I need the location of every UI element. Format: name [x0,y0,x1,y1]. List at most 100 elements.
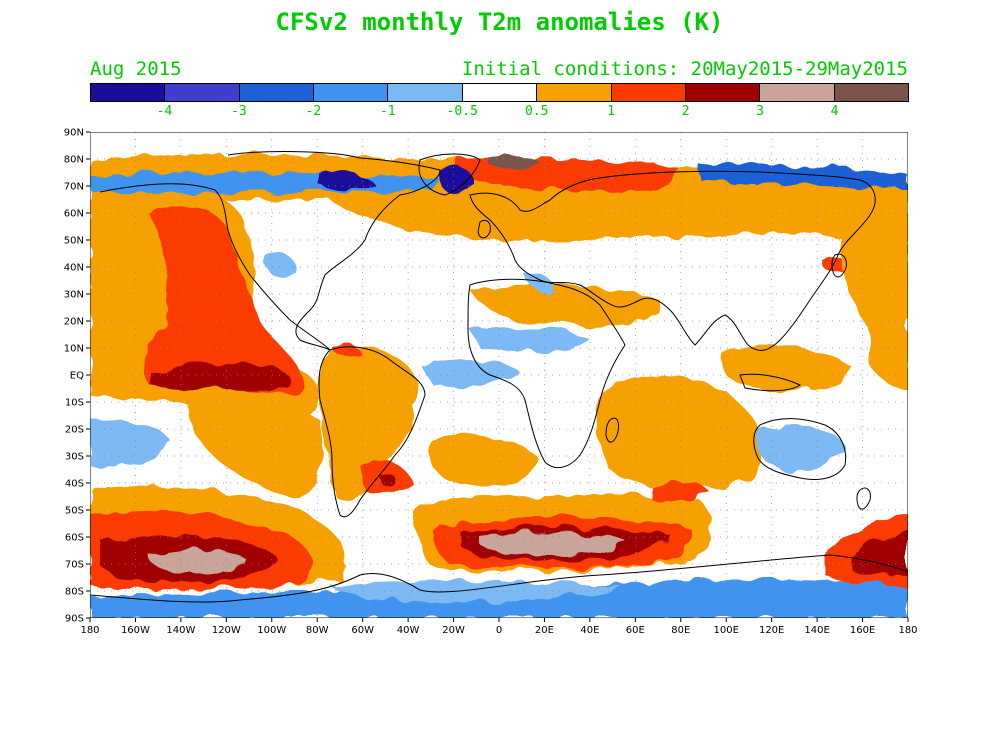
lat-label: 60N [64,209,84,220]
anomaly-tropical-atlantic-cool [420,359,520,385]
lon-label: 140W [166,625,195,636]
lon-label: 100W [257,625,286,636]
colorbar-swatch [760,84,835,101]
coastline-africa [467,278,626,469]
lat-label: 20S [65,425,84,436]
lon-label: 160W [121,625,150,636]
coastline-new-zealand [856,487,871,510]
anomaly-beaufort-cool [700,164,908,188]
colorbar-label: -4 [156,104,173,119]
lat-label: 40S [65,479,84,490]
anomaly-southern-pacific-peak [149,548,245,574]
anomaly-central-pacific-warm [870,325,908,390]
latitude-labels: 90N 80N 70N 60N 50N 40N 30N 20N 10N EQ 10S 20S 30S 40… [64,128,84,625]
anomaly-sw-pacific-southern-core [850,530,908,577]
lon-label: 120E [759,625,784,636]
colorbar-swatch [834,84,908,101]
colorbar-swatch [91,84,166,101]
lon-label: 40W [397,625,420,636]
anomaly-nino-peak [205,363,250,383]
colorbar-label: -2 [305,104,322,119]
lon-label: 40E [580,625,599,636]
coastline-indonesia [739,373,801,392]
lat-label: 40N [64,263,84,274]
anomaly-iberia-cool [525,273,553,291]
lon-label: 20W [442,625,465,636]
lat-label: 60S [65,533,84,544]
lat-label: 30S [65,452,84,463]
anomaly-sahel-cool [470,327,590,352]
anomaly-southern-atlantic-peak [480,532,625,556]
lat-label: 70N [64,182,84,193]
lon-label: 120W [212,625,241,636]
colorbar-swatch [388,84,463,101]
lon-label: 100E [714,625,739,636]
lon-label: 80W [306,625,329,636]
anomaly-east-asia-strong [820,255,849,275]
anomaly-south-indian-strong [650,481,710,502]
lat-label: 90S [65,614,84,625]
colorbar-label: -1 [379,104,396,119]
colorbar-label: 4 [830,104,839,119]
coastline-antarctica [90,554,908,603]
coastline-greenland [418,153,481,196]
lon-label: 180 [80,625,99,636]
colorbar-swatch [462,84,538,101]
initial-conditions: Initial conditions: 20May2015-29May2015 [461,58,908,80]
anomaly-arctic-cool-core [320,173,375,191]
anomaly-antarctic-cool-light [330,581,620,602]
lat-label: 10N [64,344,84,355]
colorbar-swatch [314,84,389,101]
lat-label: 30N [64,290,84,301]
lat-label: 70S [65,560,84,571]
anomaly-south-america [318,346,420,502]
lon-label: 60E [626,625,645,636]
chart-title: CFSv2 monthly T2m anomalies (K) [275,8,724,36]
lat-label: 50S [65,506,84,517]
anomaly-north-america-cool [265,253,299,279]
coastlines [90,151,908,603]
anomaly-south-atlantic-warm [428,435,540,486]
coastline-madagascar [605,417,619,443]
longitude-labels: 180 160W 140W 120W 100W 80W 60W 40W 20W 0 20E 40E 60… [80,625,917,636]
colorbar-swatch [239,84,315,101]
anomaly-fields [90,154,908,618]
colorbar-swatch [165,84,240,101]
coastline-south-america [318,346,426,518]
lon-label: 140E [804,625,829,636]
lon-label: 20E [535,625,554,636]
anomaly-patagonia-core [378,473,397,488]
coastline-japan [831,253,847,278]
lat-label: 20N [64,317,84,328]
colorbar-label: 0.5 [524,104,549,119]
colorbar-label: 1 [607,104,616,119]
colorbar-swatch [537,84,612,101]
colorbar-swatch [611,84,686,101]
valid-month: Aug 2015 [90,58,182,80]
lon-label: 160E [850,625,875,636]
lon-label: 60W [351,625,374,636]
lon-label: 180 [898,625,917,636]
coastline-australia [753,418,847,480]
lat-label: 90N [64,128,84,139]
lon-label: 0 [496,625,502,636]
lat-label: 80N [64,155,84,166]
anomaly-sw-pacific-cool [90,420,170,467]
coastline-british-isles [477,219,491,239]
colorbar-label: -0.5 [446,104,478,119]
anomaly-indian-ocean [597,375,765,489]
colorbar-label: 3 [756,104,764,119]
lat-label: EQ [70,371,84,382]
anomaly-south-pacific [187,395,324,500]
coastline-north-america [99,151,441,351]
anomaly-north-africa-arabia [470,284,660,327]
lat-label: 10S [65,398,84,409]
colorbar-label: 2 [681,104,690,119]
colorbar-swatch [685,84,761,101]
colorbar [90,83,909,102]
anomaly-ne-pacific-strong [143,206,303,395]
anomaly-greenland-cold [440,168,475,193]
axis-ticks [86,131,909,622]
anomaly-australia-cool [757,425,845,470]
